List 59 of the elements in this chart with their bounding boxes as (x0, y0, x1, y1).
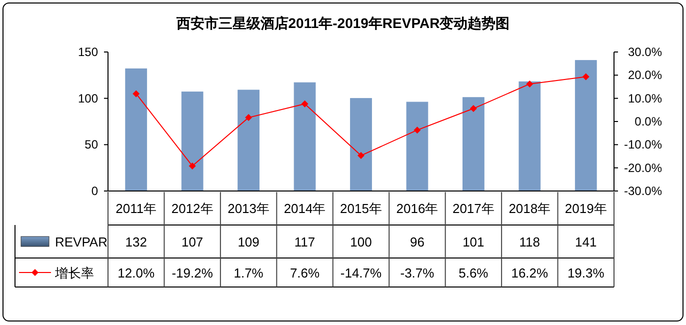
y2-tick-label: 20.0% (628, 68, 662, 82)
data-label: 12.0% (118, 266, 155, 280)
data-label: 118 (519, 234, 540, 250)
point (526, 80, 534, 88)
data-label: 101 (462, 234, 484, 250)
bar (125, 68, 148, 192)
data-label: -19.2% (172, 266, 214, 280)
bar (294, 82, 316, 192)
x-tick-label: 2012年 (171, 201, 214, 216)
x-tick-label: 2014年 (284, 201, 326, 216)
data-label: 16.2% (511, 266, 549, 280)
data-label: 7.6% (290, 266, 320, 280)
x-tick-label: 2018年 (508, 201, 551, 216)
point (245, 114, 252, 122)
x-tick-label: 2013年 (228, 201, 270, 216)
data-label: 141 (575, 234, 597, 250)
bar (238, 90, 260, 192)
point (582, 73, 590, 80)
y2-tick-label: 10.0% (628, 91, 662, 106)
bar (574, 60, 597, 192)
point (414, 126, 421, 134)
chart-title: 西安市三星级酒店2011年-2019年REVPAR变动趋势图 (175, 15, 510, 31)
point (188, 162, 196, 170)
y-tick-label: 50 (84, 138, 98, 152)
y2-tick-label: 30.0% (628, 45, 662, 59)
x-tick-label: 2016年 (396, 201, 438, 216)
bar (518, 81, 541, 192)
data-label: 5.6% (458, 266, 489, 280)
x-tick-label: 2015年 (340, 201, 382, 216)
bar (181, 92, 204, 192)
legend-label: 增长率 (54, 266, 94, 280)
x-tick-label: 2019年 (564, 201, 607, 216)
data-label: 96 (410, 234, 424, 250)
x-tick-label: 2017年 (452, 201, 494, 216)
data-label: 19.3% (567, 266, 605, 280)
bar (462, 97, 484, 192)
y2-tick-label: -20.0% (624, 160, 662, 175)
y-tick-label: 100 (78, 91, 98, 106)
y-tick-label: 150 (78, 45, 98, 59)
data-label: -3.7% (400, 266, 435, 280)
legend-label: REVPAR (55, 234, 108, 250)
point (358, 152, 364, 160)
x-tick-label: 2011年 (116, 201, 157, 216)
y2-tick-label: -30.0% (624, 184, 662, 198)
y2-tick-label: 0.0% (634, 114, 662, 128)
point (132, 90, 140, 98)
data-label: 100 (350, 234, 372, 250)
data-label: -14.7% (340, 266, 382, 280)
data-label: 132 (125, 234, 147, 250)
data-label: 117 (294, 234, 316, 250)
y2-tick-label: -10.0% (624, 138, 662, 152)
y-tick-label: 0 (91, 184, 98, 198)
bar (406, 102, 428, 192)
data-label: 109 (238, 234, 260, 250)
data-label: 107 (181, 234, 204, 250)
bar (350, 98, 372, 192)
point (301, 100, 308, 108)
data-label: 1.7% (234, 266, 264, 280)
point (470, 105, 477, 112)
